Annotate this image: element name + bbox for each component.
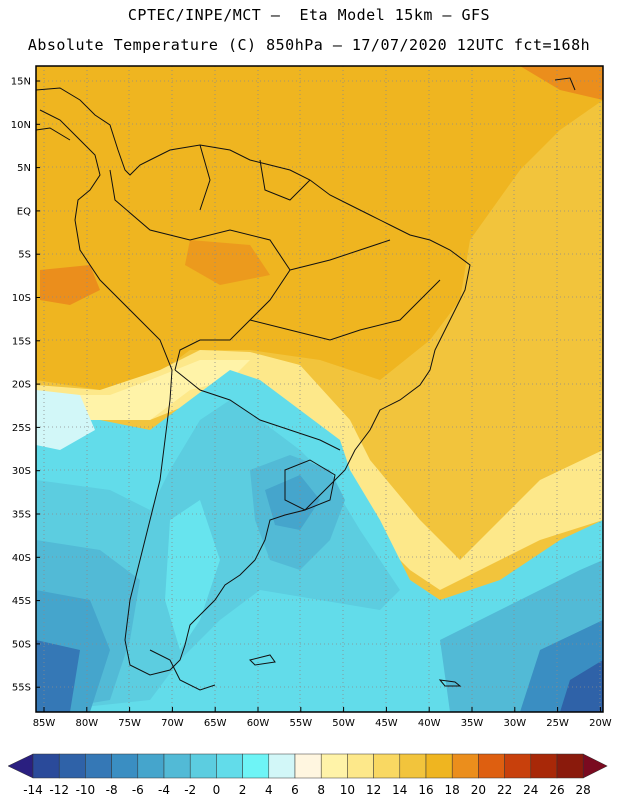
temperature-field: [36, 66, 603, 712]
colorbar-label: 24: [523, 783, 538, 797]
colorbar-label: 4: [265, 783, 273, 797]
lon-label: 20W: [589, 718, 612, 729]
colorbar-swatch: [451, 753, 479, 779]
lon-label: 65W: [204, 718, 227, 729]
lon-label: 60W: [247, 718, 270, 729]
colorbar-label: 2: [239, 783, 247, 797]
lon-label: 85W: [33, 718, 56, 729]
colorbar-label: 10: [340, 783, 355, 797]
colorbar-swatch: [111, 753, 139, 779]
lon-label: 35W: [461, 718, 484, 729]
colorbar-swatch: [163, 753, 191, 779]
colorbar-label: -2: [184, 783, 196, 797]
colorbar-label: -14: [23, 783, 43, 797]
map-title-line2: Absolute Temperature (C) 850hPa – 17/07/…: [27, 36, 591, 54]
lat-label: 5N: [17, 163, 31, 174]
colorbar-swatch: [189, 753, 217, 779]
lon-label: 55W: [289, 718, 312, 729]
map-frame: [35, 65, 604, 713]
colorbar-swatch: [530, 753, 558, 779]
latitude-labels: 15N 10N 5N EQ 5S 10S 15S 20S 25S 30S 35S 40S 45S 50S 5…: [11, 77, 40, 694]
colorbar: -14 -12 -10 -8 -6 -4 -2 0 2 4 6 8 10 12 14 16 18 20 22 24 26…: [7, 753, 608, 797]
lon-label: 50W: [332, 718, 355, 729]
lat-label: 35S: [12, 510, 31, 521]
colorbar-swatch: [320, 753, 348, 779]
colorbar-label: -8: [106, 783, 118, 797]
lon-label: 70W: [161, 718, 184, 729]
colorbar-label: -10: [76, 783, 96, 797]
lon-label: 80W: [75, 718, 98, 729]
colorbar-swatch: [242, 753, 270, 779]
lat-label: 15N: [11, 77, 31, 88]
colorbar-swatch: [58, 753, 86, 779]
lat-label: 10N: [11, 120, 31, 131]
lat-label: 50S: [12, 639, 31, 650]
longitude-labels: 85W 80W 75W 70W 65W 60W 55W 50W 45W 40W 35W 30W 25W 2…: [33, 707, 612, 729]
lat-label: 55S: [12, 683, 31, 694]
colorbar-label: 22: [497, 783, 512, 797]
colorbar-label: 20: [471, 783, 486, 797]
colorbar-label: -6: [132, 783, 144, 797]
coastlines: [36, 77, 576, 691]
colorbar-swatch: [504, 753, 532, 779]
map-title-line1: CPTEC/INPE/MCT – Eta Model 15km – GFS: [127, 6, 491, 24]
colorbar-label: -4: [158, 783, 170, 797]
lon-label: 40W: [418, 718, 441, 729]
colorbar-label: 16: [418, 783, 433, 797]
lat-label: 20S: [12, 380, 31, 391]
lon-label: 30W: [503, 718, 526, 729]
colorbar-swatch: [556, 753, 584, 779]
lon-label: 75W: [118, 718, 141, 729]
colorbar-label: 6: [291, 783, 299, 797]
colorbar-swatch: [85, 753, 112, 779]
colorbar-label: 26: [549, 783, 564, 797]
lat-label: 5S: [18, 250, 31, 261]
colorbar-swatch: [137, 753, 165, 779]
lat-label: EQ: [17, 206, 31, 217]
colorbar-swatch: [478, 753, 505, 779]
colorbar-swatch: [294, 753, 322, 779]
colorbar-label: 12: [366, 783, 381, 797]
colorbar-label: 14: [392, 783, 407, 797]
lon-label: 45W: [375, 718, 398, 729]
lat-label: 15S: [12, 336, 31, 347]
lat-label: 25S: [12, 423, 31, 434]
colorbar-label: 0: [213, 783, 221, 797]
lat-label: 10S: [12, 293, 31, 304]
colorbar-swatch: [399, 753, 427, 779]
colorbar-swatch: [373, 753, 401, 779]
colorbar-over-arrow: [582, 753, 608, 779]
colorbar-swatch: [216, 753, 243, 779]
colorbar-swatch: [268, 753, 296, 779]
lon-label: 25W: [546, 718, 569, 729]
colorbar-label: -12: [49, 783, 69, 797]
colorbar-swatch: [347, 753, 374, 779]
lat-label: 30S: [12, 466, 31, 477]
colorbar-label: 18: [445, 783, 460, 797]
graticule: [36, 66, 603, 712]
lat-label: 45S: [12, 596, 31, 607]
colorbar-label: 8: [317, 783, 325, 797]
colorbar-swatch: [425, 753, 453, 779]
colorbar-label: 28: [576, 783, 591, 797]
colorbar-swatch: [32, 753, 60, 779]
lat-label: 40S: [12, 553, 31, 564]
colorbar-under-arrow: [7, 753, 34, 779]
